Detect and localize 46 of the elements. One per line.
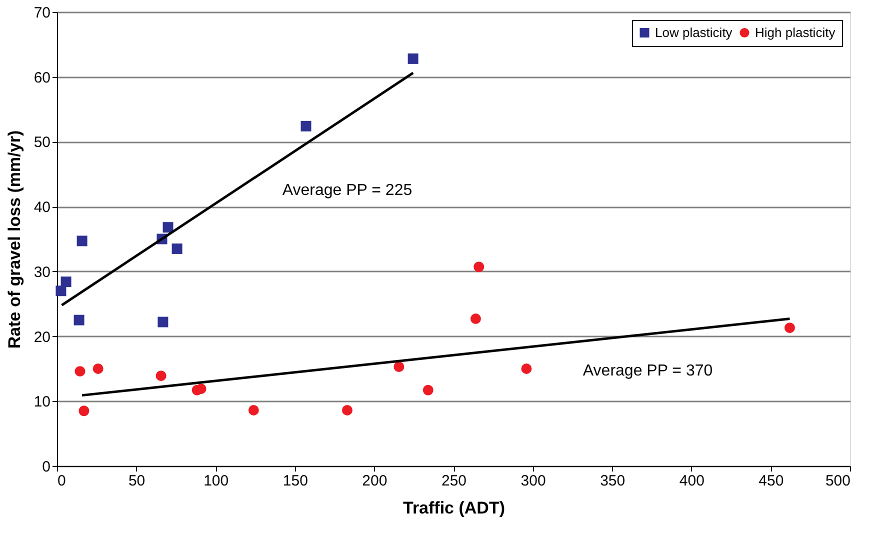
x-tick-label: 200	[362, 472, 388, 490]
x-tick-label: 500	[825, 472, 850, 490]
y-tick-label: 60	[34, 69, 50, 86]
annotation: Average PP = 370	[582, 362, 713, 380]
point	[92, 363, 104, 374]
point	[521, 363, 532, 374]
point	[56, 286, 66, 296]
point	[78, 406, 90, 416]
x-tick-label: 350	[600, 472, 626, 490]
annotation: Average PP = 225	[282, 182, 412, 199]
point	[156, 370, 166, 382]
point	[422, 384, 434, 396]
point	[158, 316, 168, 328]
point	[162, 222, 174, 233]
x-tick-label: 100	[204, 472, 229, 490]
y-tick-label: 10	[34, 394, 50, 411]
y-tick-label: 20	[34, 328, 50, 346]
point	[474, 262, 484, 272]
y-tick-label: 70	[34, 4, 50, 22]
x-tick-label: 400	[679, 472, 704, 490]
point	[300, 120, 312, 132]
x-tick-label: 0	[58, 472, 66, 490]
y-axis-title: Rate of gravel loss (mm/yr)	[4, 130, 24, 349]
point	[394, 362, 404, 372]
point	[76, 236, 88, 246]
legend-label: High plasticity	[755, 24, 836, 40]
point	[172, 243, 182, 254]
point	[74, 314, 84, 326]
y-tick-label: 0	[42, 458, 50, 476]
x-tick-label: 250	[441, 472, 467, 490]
y-tick-label: 50	[34, 134, 50, 152]
x-tick-label: 50	[128, 472, 146, 490]
x-tick-label: 450	[758, 472, 784, 490]
point	[784, 322, 795, 334]
x-tick-label: 300	[520, 472, 546, 490]
point	[408, 53, 418, 64]
point	[74, 366, 86, 377]
point	[470, 314, 481, 324]
y-tick-label: 40	[34, 199, 50, 216]
point	[60, 276, 72, 288]
y-tick-label: 30	[34, 264, 50, 281]
x-axis-title: Traffic (ADT)	[403, 498, 505, 518]
point	[248, 404, 259, 416]
legend-label: Low plasticity	[655, 24, 733, 40]
x-tick-label: 150	[282, 472, 308, 490]
point	[342, 404, 352, 416]
